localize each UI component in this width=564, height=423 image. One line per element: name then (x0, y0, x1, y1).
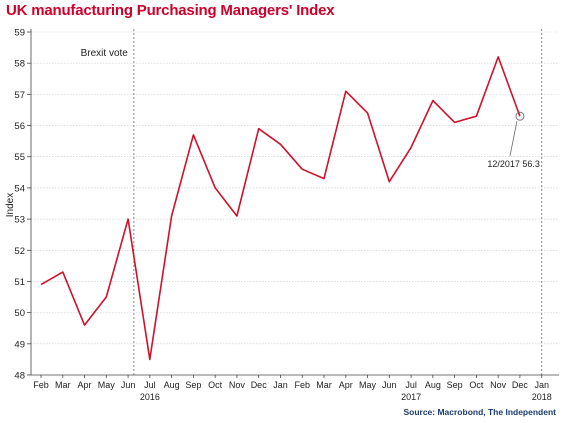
last-value-label: 12/2017 56.3 (487, 159, 540, 169)
x-tick-label: Jan (534, 380, 549, 390)
x-tick-label: Dec (512, 380, 529, 390)
pmi-series-line (40, 56, 521, 361)
y-tick-label: 58 (14, 59, 25, 70)
y-tick-label: 48 (14, 371, 25, 382)
y-axis-label: Index (5, 193, 16, 217)
year-label: 2017 (401, 392, 421, 402)
x-tick-label: Sep (447, 380, 463, 390)
vertical-markers (133, 29, 543, 375)
y-tick-label: 51 (14, 277, 25, 288)
y-tick-label: 59 (14, 28, 25, 39)
x-tick-label: Aug (425, 380, 441, 390)
x-tick-label: Oct (208, 380, 223, 390)
x-tick-label: Nov (229, 380, 246, 390)
y-tick-label: 56 (14, 121, 25, 132)
series (40, 56, 521, 361)
x-tick-label: Apr (339, 380, 353, 390)
x-tick-label: May (359, 380, 377, 390)
y-tick-label: 57 (14, 90, 25, 101)
year-label: 2016 (140, 392, 160, 402)
x-tick-label: Jul (405, 380, 417, 390)
brexit-vote-label: Brexit vote (81, 48, 129, 59)
x-tick-label: May (98, 380, 116, 390)
x-tick-labels: Feb Mar Apr May Jun Jul Aug Sep Oct Nov Dec Jan Feb M… (33, 380, 549, 390)
y-tick-label: 52 (14, 246, 25, 257)
x-tick-label: Jun (382, 380, 397, 390)
y-tick-label: 50 (14, 308, 25, 319)
x-tick-label: Feb (33, 380, 49, 390)
y-tick-label: 53 (14, 215, 25, 226)
x-tick-label: Sep (185, 380, 201, 390)
callout-leader (509, 121, 518, 157)
x-tick-label: Oct (469, 380, 484, 390)
x-tick-label: Apr (78, 380, 92, 390)
highlight-marker (515, 111, 525, 121)
axes (27, 29, 559, 378)
y-tick-labels: 48 49 50 51 52 53 54 55 56 57 58 59 (14, 28, 25, 382)
year-labels: 2016 2017 2018 (140, 392, 552, 402)
x-tick-label: Dec (251, 380, 268, 390)
chart-title: UK manufacturing Purchasing Managers' In… (6, 2, 335, 19)
x-tick-label: Mar (316, 380, 332, 390)
annotations: Brexit vote 12/2017 56.3 (81, 48, 540, 169)
x-tick-label: Jan (273, 380, 288, 390)
gridlines (31, 31, 559, 345)
x-tick-label: Jun (121, 380, 136, 390)
x-tick-label: Nov (490, 380, 507, 390)
x-tick-label: Aug (164, 380, 180, 390)
source-note: Source: Macrobond, The Independent (403, 407, 556, 417)
y-tick-label: 49 (14, 339, 25, 350)
x-tick-label: Mar (55, 380, 71, 390)
y-tick-label: 55 (14, 152, 25, 163)
x-tick-label: Feb (294, 380, 310, 390)
x-tick-label: Jul (144, 380, 156, 390)
y-tick-label: 54 (14, 183, 25, 194)
year-label: 2018 (532, 392, 552, 402)
